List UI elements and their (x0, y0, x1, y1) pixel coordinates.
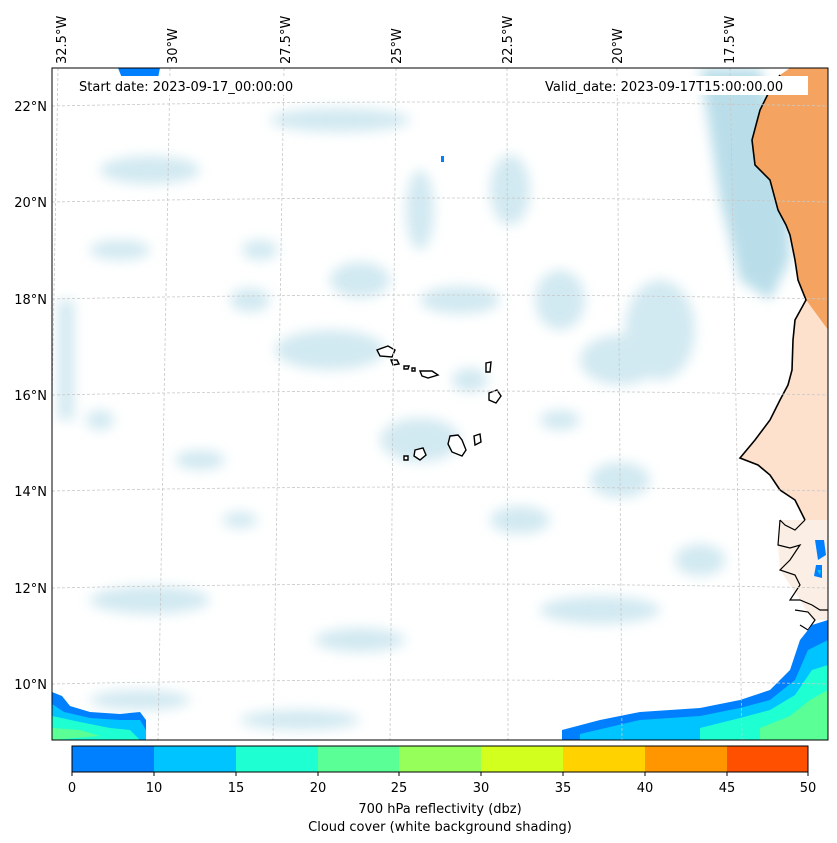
lat-label: 10°N (14, 678, 47, 693)
colorbar-bin (727, 746, 808, 772)
colorbar-label: 700 hPa reflectivity (dbz) (358, 802, 521, 817)
start-date-box (72, 76, 320, 95)
colorbar-tick: 15 (228, 781, 245, 796)
lon-label: 32.5°W (55, 16, 70, 64)
colorbar-tick: 50 (800, 781, 817, 796)
colorbar-bin (236, 746, 318, 772)
colorbar-tick: 45 (719, 781, 736, 796)
reflectivity-patches (52, 68, 828, 740)
colorbar-tick: 20 (310, 781, 327, 796)
lon-label: 22.5°W (501, 16, 516, 64)
colorbar-bin (318, 746, 399, 772)
colorbar-tick: 25 (391, 781, 408, 796)
colorbar-tick: 35 (555, 781, 572, 796)
colorbar-bin (645, 746, 727, 772)
colorbar-tick: 40 (637, 781, 654, 796)
lat-label: 12°N (14, 582, 47, 597)
valid-date-box (538, 76, 808, 95)
colorbar-sublabel: Cloud cover (white background shading) (308, 820, 572, 835)
colorbar-tick: 10 (146, 781, 163, 796)
lat-label: 22°N (14, 100, 47, 115)
latitude-labels: 22°N 20°N 18°N 16°N 14°N 12°N 10°N (14, 100, 47, 693)
lon-label: 27.5°W (279, 16, 294, 64)
colorbar-bin (399, 746, 481, 772)
africa-landmass (738, 68, 828, 631)
lon-label: 20°W (611, 28, 626, 64)
lat-label: 14°N (14, 485, 47, 500)
colorbar-bin (72, 746, 154, 772)
start-date-label: Start date: 2023-09-17_00:00:00 (79, 80, 293, 95)
colorbar-tick: 30 (473, 781, 490, 796)
colorbar-bin (154, 746, 236, 772)
graticule (52, 68, 828, 740)
colorbar-border (71, 745, 809, 773)
lat-label: 16°N (14, 389, 47, 404)
cape-verde-islands (376, 345, 502, 461)
colorbar-bin (481, 746, 563, 772)
lon-label: 17.5°W (723, 16, 738, 64)
lon-label: 25°W (390, 28, 405, 64)
colorbar-tick: 0 (68, 781, 76, 796)
cloud-cover-shading (58, 108, 725, 730)
longitude-labels: 32.5°W 30°W 27.5°W 25°W 22.5°W 20°W 17.5… (55, 16, 738, 64)
colorbar: 0 10 15 20 25 30 35 40 45 50 700 hPa ref… (68, 745, 817, 835)
map-border (51, 67, 829, 741)
lon-label: 30°W (166, 28, 181, 64)
valid-date-label: Valid_date: 2023-09-17T15:00:00.00 (545, 80, 783, 95)
colorbar-bin (563, 746, 645, 772)
lat-label: 20°N (14, 196, 47, 211)
lat-label: 18°N (14, 293, 47, 308)
